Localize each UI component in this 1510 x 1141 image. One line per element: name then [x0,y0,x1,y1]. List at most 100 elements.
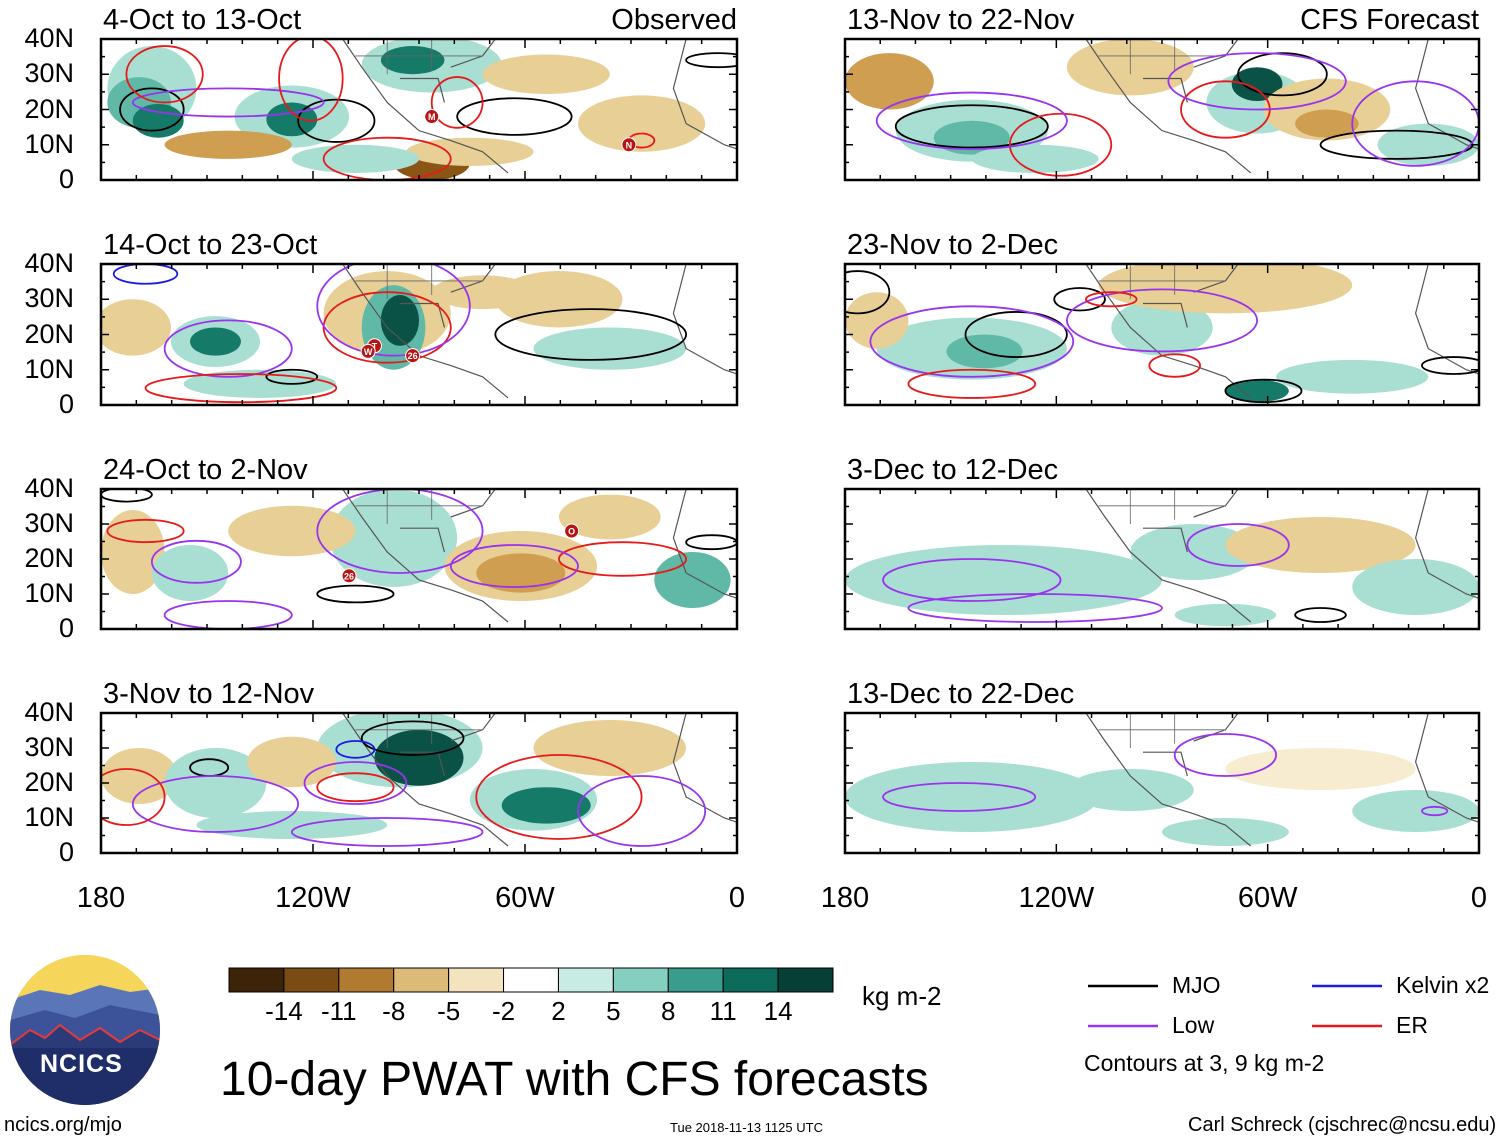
storm-marker-label: T [372,341,378,351]
pwat-anomaly-blob [196,811,388,839]
panel-title: 24-Oct to 2-Nov [103,454,308,486]
pwat-anomaly-blob [1066,769,1194,811]
pwat-anomaly-blob [654,552,731,608]
pwat-anomaly-blob [1352,559,1479,615]
colorbar-tick-label: 14 [763,996,793,1026]
legend-label: MJO [1172,972,1221,998]
colorbar-swatch [283,967,340,993]
pwat-anomaly-blob [558,494,661,540]
pwat-anomaly-blob [845,762,1099,832]
lat-label: 0 [58,389,74,419]
wave-contour [1421,805,1449,817]
colorbar-swatch [722,967,779,993]
lat-label: 30N [24,508,74,538]
coastline [1085,39,1479,174]
colorbar-tick-label: 2 [551,996,566,1026]
wave-contour [685,52,737,69]
pwat-anomaly-blob [501,787,591,824]
wave-contour [316,264,471,357]
pwat-anomaly-blob [1162,818,1289,846]
pwat-anomaly-blob [266,102,318,137]
wave-contour [131,87,325,118]
wave-contour [303,761,408,805]
pwat-anomaly-blob [1098,264,1353,314]
wave-contour [558,541,688,577]
pwat-anomaly-blob [482,54,610,94]
map-panel-2 [101,264,737,405]
coastline [1085,489,1479,623]
state-borders [355,39,483,75]
pwat-anomaly-blob [329,489,458,587]
coastline [342,489,737,623]
colorbar-tick-label: 8 [661,996,676,1026]
pwat-anomaly-blob [1352,790,1479,832]
storm-marker: 26 [405,348,421,364]
wave-contour [1224,378,1303,404]
lat-label: 0 [58,613,74,643]
wave-contour [869,305,1075,378]
coastline [342,39,737,174]
pwat-anomaly-blob [101,748,178,804]
storm-marker-label: 26 [408,351,418,361]
pwat-anomaly-blob [533,327,687,370]
lon-label: 120W [1018,882,1095,914]
colorbar-tick-label: 5 [606,996,621,1026]
pwat-anomaly-blob [476,553,566,593]
pwat-anomaly-blob [101,510,165,594]
wave-contour [265,368,319,385]
wave-contour [1085,291,1138,308]
panel-title: 13-Nov to 22-Nov [847,4,1075,36]
pwat-anomaly-blob [164,130,292,159]
storm-marker-label: 26 [344,571,354,581]
logo-label: NCICS [40,1050,123,1078]
pwat-anomaly-blob [845,292,909,349]
legend-label: Kelvin x2 [1396,972,1490,998]
wave-contour [297,98,376,143]
lat-label: 40N [24,23,74,53]
wave-contour [845,270,891,315]
lat-label: 30N [24,732,74,762]
wave-contour [106,518,185,544]
wave-contour [150,539,242,584]
storm-marker: O [564,523,580,539]
pwat-anomaly-blob [578,95,706,152]
footer-timestamp: Tue 2018-11-13 1125 UTC [670,1120,823,1135]
lon-label: 180 [76,882,126,914]
colorbar-tick-label: -11 [320,996,357,1026]
wave-contour [882,558,1062,602]
map-panel-4 [101,713,737,853]
wave-contour [322,136,452,180]
lat-label: 10N [24,128,74,159]
map-panel-5 [845,39,1479,180]
pwat-anomaly-blob [228,505,356,557]
wave-contour [316,772,395,803]
colorbar-swatch [338,967,395,993]
wave-contour [163,319,293,378]
wave-contour [290,817,484,847]
panel-source-tag: Observed [611,4,737,36]
state-borders [355,264,483,300]
storm-marker-label: O [568,527,575,537]
wave-contour [101,489,153,503]
wave-contour [456,97,573,136]
pwat-anomaly-blob [1276,359,1429,394]
wave-contour [144,373,338,404]
pwat-anomaly-blob [291,144,419,173]
panel-title: 3-Nov to 12-Nov [103,678,315,710]
lat-label: 40N [24,697,74,727]
wave-contour [101,768,166,826]
wave-contour [1066,288,1259,353]
wave-contour [430,76,484,129]
lat-label: 10N [24,802,74,832]
panel-title: 13-Dec to 22-Dec [847,678,1075,710]
panel-title: 14-Oct to 23-Oct [103,229,318,261]
map-panel-8 [845,713,1479,853]
colorbar-swatch [557,967,614,993]
lat-label: 0 [58,164,74,194]
map-panel-6 [845,264,1479,405]
wave-contour [875,91,1068,150]
pwat-anomaly-blob [1231,67,1283,102]
wave-contour [1173,733,1278,777]
pwat-anomaly-blob [431,275,534,310]
wave-contour [316,489,484,574]
